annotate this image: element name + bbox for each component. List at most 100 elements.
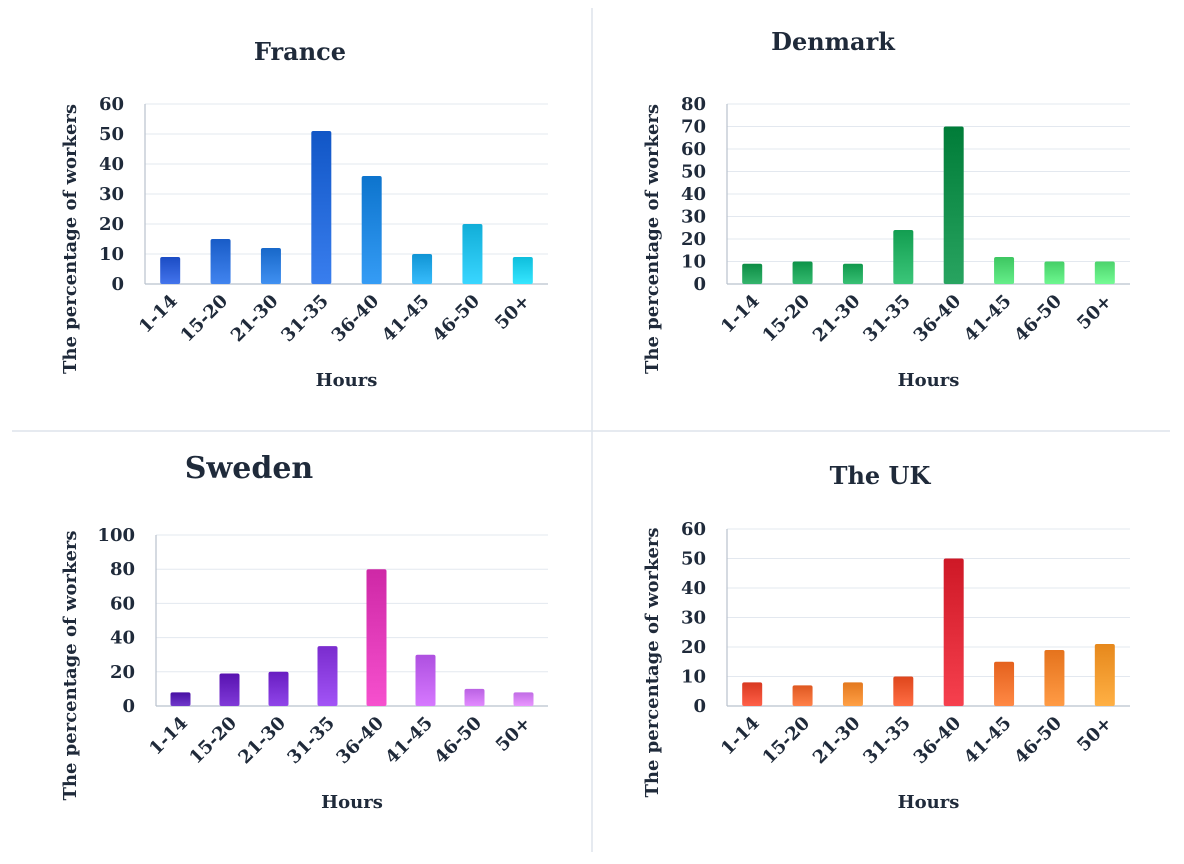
denmark-y-tick-label: 20 xyxy=(681,229,706,250)
france-bar-1-14 xyxy=(160,257,181,284)
uk-x-tick-label: 15-20 xyxy=(759,713,815,769)
denmark-bar-46-50 xyxy=(1044,261,1065,284)
uk-y-tick-label: 0 xyxy=(693,696,706,717)
uk-x-tick-label: 46-50 xyxy=(1010,713,1066,769)
france-bar-15-20 xyxy=(210,239,231,284)
france-bar-46-50 xyxy=(462,224,483,284)
sweden-x-axis-label: Hours xyxy=(321,792,383,813)
denmark-x-tick-label: 50+ xyxy=(1073,291,1116,334)
france-x-tick-label: 21-30 xyxy=(227,291,283,347)
uk-x-tick-label: 50+ xyxy=(1073,713,1116,756)
sweden-y-tick-label: 100 xyxy=(97,525,135,546)
uk-x-tick-label: 1-14 xyxy=(717,713,764,760)
denmark-bar-36-40 xyxy=(943,126,964,284)
sweden-chart-title: Sweden xyxy=(185,451,314,486)
france-y-tick-label: 0 xyxy=(111,274,124,295)
france-x-tick-label: 46-50 xyxy=(428,291,484,347)
uk-bar-1-14 xyxy=(742,682,763,706)
france-x-tick-label: 15-20 xyxy=(177,291,233,347)
sweden-x-tick-label: 1-14 xyxy=(145,713,192,760)
uk-bar-36-40 xyxy=(943,558,964,706)
uk-y-axis-label: The percentage of workers xyxy=(642,527,663,797)
denmark-y-tick-label: 80 xyxy=(681,94,706,115)
denmark-y-tick-label: 0 xyxy=(693,274,706,295)
sweden-y-tick-label: 80 xyxy=(110,559,135,580)
sweden-x-tick-label: 31-35 xyxy=(283,713,339,769)
france-bar-41-45 xyxy=(412,254,433,284)
sweden-y-tick-label: 20 xyxy=(110,662,135,683)
denmark-bar-41-45 xyxy=(994,257,1015,284)
uk-x-tick-label: 36-40 xyxy=(910,713,966,769)
uk-y-tick-label: 60 xyxy=(681,519,706,540)
denmark-x-tick-label: 46-50 xyxy=(1010,291,1066,347)
denmark-x-tick-label: 31-35 xyxy=(859,291,915,347)
france-y-axis-label: The percentage of workers xyxy=(60,104,81,374)
france-y-tick-label: 30 xyxy=(99,184,124,205)
denmark-bar-21-30 xyxy=(842,263,863,284)
france-y-tick-label: 60 xyxy=(99,94,124,115)
france-x-tick-label: 50+ xyxy=(491,291,534,334)
sweden-y-axis-label: The percentage of workers xyxy=(60,530,81,800)
denmark-x-tick-label: 1-14 xyxy=(717,291,764,338)
france-x-tick-label: 1-14 xyxy=(135,291,182,338)
denmark-x-tick-label: 41-45 xyxy=(960,291,1016,347)
sweden-x-tick-label: 15-20 xyxy=(185,713,241,769)
france-x-tick-label: 31-35 xyxy=(277,291,333,347)
denmark-x-tick-label: 36-40 xyxy=(910,291,966,347)
uk-bar-41-45 xyxy=(994,661,1015,706)
uk-bar-31-35 xyxy=(893,676,914,706)
denmark-y-tick-label: 70 xyxy=(681,117,706,138)
uk-chart-title: The UK xyxy=(830,461,932,490)
denmark-y-tick-label: 10 xyxy=(681,252,706,273)
sweden-x-tick-label: 46-50 xyxy=(430,713,486,769)
denmark-x-axis-label: Hours xyxy=(898,370,960,391)
uk-bar-50+ xyxy=(1094,644,1115,706)
france-bar-21-30 xyxy=(260,248,281,284)
sweden-y-tick-label: 0 xyxy=(122,696,135,717)
sweden-bar-21-30 xyxy=(268,671,289,706)
sweden-bar-50+ xyxy=(513,692,534,706)
uk-chart: The UK 0 10 20 30 40 50 60 1-1415-2021-3031-3536… xyxy=(642,461,1130,813)
sweden-bar-41-45 xyxy=(415,654,436,706)
sweden-bar-31-35 xyxy=(317,646,338,706)
uk-y-tick-label: 50 xyxy=(681,549,706,570)
denmark-bar-50+ xyxy=(1094,261,1115,284)
uk-x-tick-label: 31-35 xyxy=(859,713,915,769)
sweden-x-tick-label: 41-45 xyxy=(381,713,437,769)
sweden-bar-46-50 xyxy=(464,688,485,706)
uk-bar-46-50 xyxy=(1044,649,1065,706)
france-bar-31-35 xyxy=(311,131,332,284)
uk-y-tick-label: 30 xyxy=(681,608,706,629)
denmark-bar-31-35 xyxy=(893,230,914,284)
sweden-bar-15-20 xyxy=(219,673,240,706)
denmark-y-axis-label: The percentage of workers xyxy=(642,104,663,374)
denmark-y-tick-label: 60 xyxy=(681,139,706,160)
uk-x-tick-label: 21-30 xyxy=(809,713,865,769)
denmark-y-tick-label: 40 xyxy=(681,184,706,205)
sweden-bar-1-14 xyxy=(170,692,191,706)
sweden-x-tick-label: 21-30 xyxy=(234,713,290,769)
uk-y-tick-label: 40 xyxy=(681,578,706,599)
france-x-axis-label: Hours xyxy=(316,370,378,391)
denmark-x-tick-label: 15-20 xyxy=(759,291,815,347)
uk-bar-15-20 xyxy=(792,685,813,706)
denmark-bar-1-14 xyxy=(742,263,763,284)
sweden-bar-36-40 xyxy=(366,569,387,706)
france-y-tick-label: 50 xyxy=(99,124,124,145)
denmark-chart-title: Denmark xyxy=(771,27,896,56)
uk-bar-21-30 xyxy=(842,682,863,706)
france-y-tick-label: 20 xyxy=(99,214,124,235)
uk-y-tick-label: 10 xyxy=(681,667,706,688)
france-bar-36-40 xyxy=(361,176,382,284)
sweden-y-tick-label: 40 xyxy=(110,628,135,649)
sweden-y-tick-label: 60 xyxy=(110,593,135,614)
france-chart-title: France xyxy=(254,37,346,66)
france-y-tick-label: 10 xyxy=(99,244,124,265)
france-y-tick-label: 40 xyxy=(99,154,124,175)
uk-x-tick-label: 41-45 xyxy=(960,713,1016,769)
france-bar-50+ xyxy=(512,257,533,284)
sweden-x-tick-label: 36-40 xyxy=(332,713,388,769)
